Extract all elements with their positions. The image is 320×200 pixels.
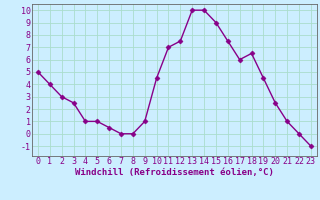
- X-axis label: Windchill (Refroidissement éolien,°C): Windchill (Refroidissement éolien,°C): [75, 168, 274, 177]
